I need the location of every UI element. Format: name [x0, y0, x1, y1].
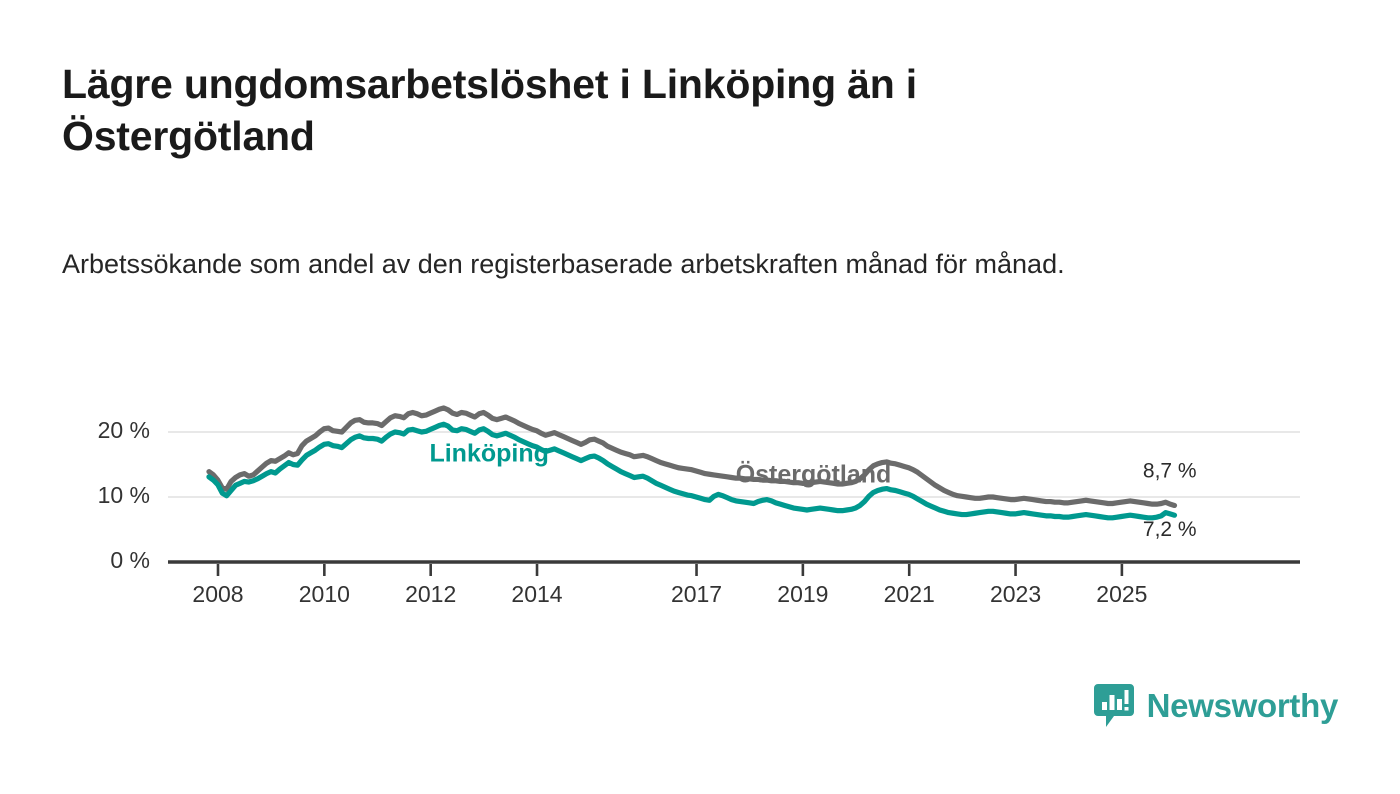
x-tick-label-2019: 2019 [777, 581, 828, 607]
chart-plot-area: 2008 2010 2012 2014 2017 2019 2021 2023 2025 0 %… [0, 380, 1400, 610]
logo-wordmark: Newsworthy [1146, 687, 1339, 724]
ostergotland-end-value: 8,7 % [1143, 460, 1197, 483]
series-paths [206, 405, 1178, 521]
x-tick-label-2021: 2021 [884, 581, 935, 607]
x-tick-label-2014: 2014 [511, 581, 562, 607]
chart-annotations: Linköping Östergötland 8,7 % 7,2 % [429, 439, 1196, 541]
y-tick-label-10: 10 % [98, 482, 150, 508]
x-tick-label-2025: 2025 [1096, 581, 1147, 607]
linkoping-end-value: 7,2 % [1143, 518, 1197, 541]
chart-subtitle: Arbetssökande som andel av den registerb… [62, 249, 1065, 279]
gridlines [168, 431, 1300, 498]
page-title: Lägre ungdomsarbetslöshet i Linköping än… [62, 61, 917, 160]
y-tick-label-20: 20 % [98, 417, 150, 443]
x-tick-label-2012: 2012 [405, 581, 456, 607]
x-axis [168, 560, 1300, 576]
y-tick-label-0: 0 % [110, 547, 150, 573]
x-tick-label-2023: 2023 [990, 581, 1041, 607]
series-line-linkping [206, 421, 1178, 521]
x-tick-label-2017: 2017 [671, 581, 722, 607]
ostergotland-inline-label: Östergötland [736, 460, 892, 489]
x-tick-label-2008: 2008 [192, 581, 243, 607]
y-tick-labels: 0 % 10 % 20 % [98, 417, 150, 573]
line-chart: 2008 2010 2012 2014 2017 2019 2021 2023 2025 0 %… [98, 405, 1300, 607]
newsworthy-logo[interactable]: Newsworthy [1093, 684, 1339, 728]
linkoping-inline-label: Linköping [429, 439, 548, 467]
series-line-stergtland [206, 405, 1178, 509]
bar-chart-speech-bubble-icon [1093, 684, 1134, 727]
x-tick-labels: 2008 2010 2012 2014 2017 2019 2021 2023 2025 [192, 581, 1147, 607]
x-tick-label-2010: 2010 [299, 581, 350, 607]
